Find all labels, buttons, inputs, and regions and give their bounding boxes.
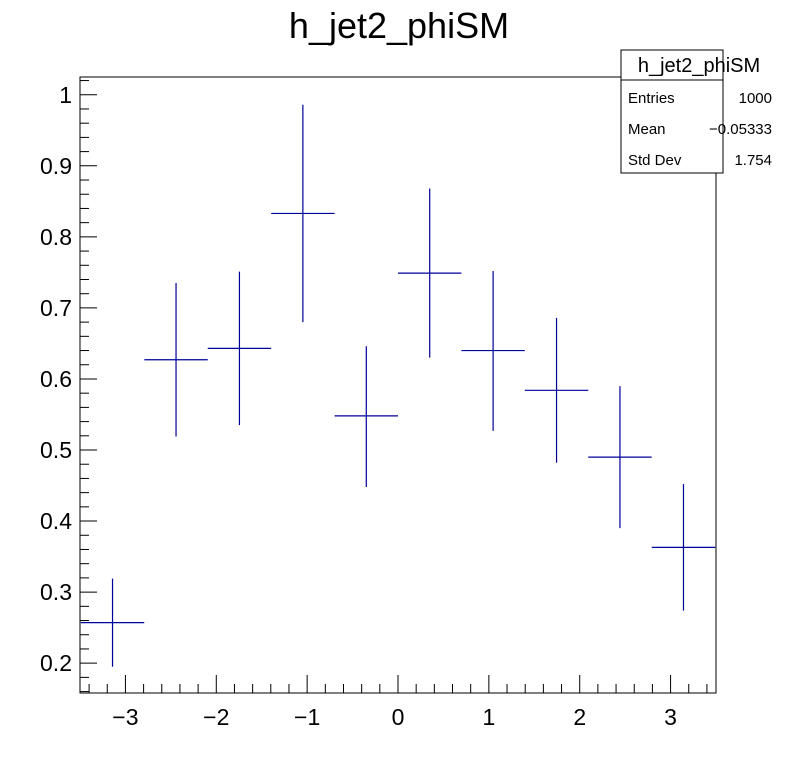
y-tick-label: 0.4 [40,508,72,534]
stats-entries-label: Entries [628,90,675,107]
stats-title: h_jet2_phiSM [638,55,760,77]
x-tick-label: 3 [664,704,677,730]
y-tick-label: 0.9 [40,153,72,179]
y-tick-label: 0.2 [40,650,72,676]
stats-box: h_jet2_phiSM Entries 1000 Mean −0.05333 … [620,49,772,174]
y-tick-label: 1 [59,82,72,108]
stats-box-frame [620,49,724,174]
x-tick-label: −1 [294,704,320,730]
x-tick-label: 0 [392,704,405,730]
x-tick-label: −2 [203,704,229,730]
stats-stddev-label: Std Dev [628,152,682,169]
x-tick-label: 2 [573,704,586,730]
stats-mean-value: −0.05333 [709,121,772,138]
x-tick-label: −3 [112,704,138,730]
y-tick-label: 0.3 [40,579,72,605]
stats-mean-label: Mean [628,121,666,138]
x-tick-label: 1 [482,704,495,730]
axis-ticks [80,80,708,693]
y-tick-label: 0.5 [40,437,72,463]
stats-stddev-value: 1.754 [734,152,772,169]
y-tick-label: 0.7 [40,295,72,321]
y-tick-label: 0.8 [40,224,72,250]
data-points [80,104,716,667]
chart-title: h_jet2_phiSM [289,5,509,46]
y-tick-label: 0.6 [40,366,72,392]
stats-entries-value: 1000 [739,90,772,107]
x-tick-labels: −3 −2 −1 0 1 2 3 [112,704,677,730]
y-tick-labels: 0.2 0.3 0.4 0.5 0.6 0.7 0.8 0.9 1 [40,82,72,676]
